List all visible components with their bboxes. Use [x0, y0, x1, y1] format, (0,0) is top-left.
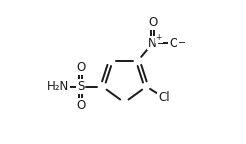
Text: Cl: Cl: [158, 91, 170, 104]
Text: N: N: [148, 37, 157, 50]
Text: +: +: [156, 33, 162, 42]
Text: H₂N: H₂N: [46, 80, 69, 93]
Text: O: O: [148, 16, 157, 29]
Text: S: S: [77, 80, 84, 93]
Text: O: O: [76, 61, 85, 74]
Text: O: O: [169, 37, 178, 50]
Text: O: O: [76, 99, 85, 112]
Text: −: −: [178, 38, 186, 48]
